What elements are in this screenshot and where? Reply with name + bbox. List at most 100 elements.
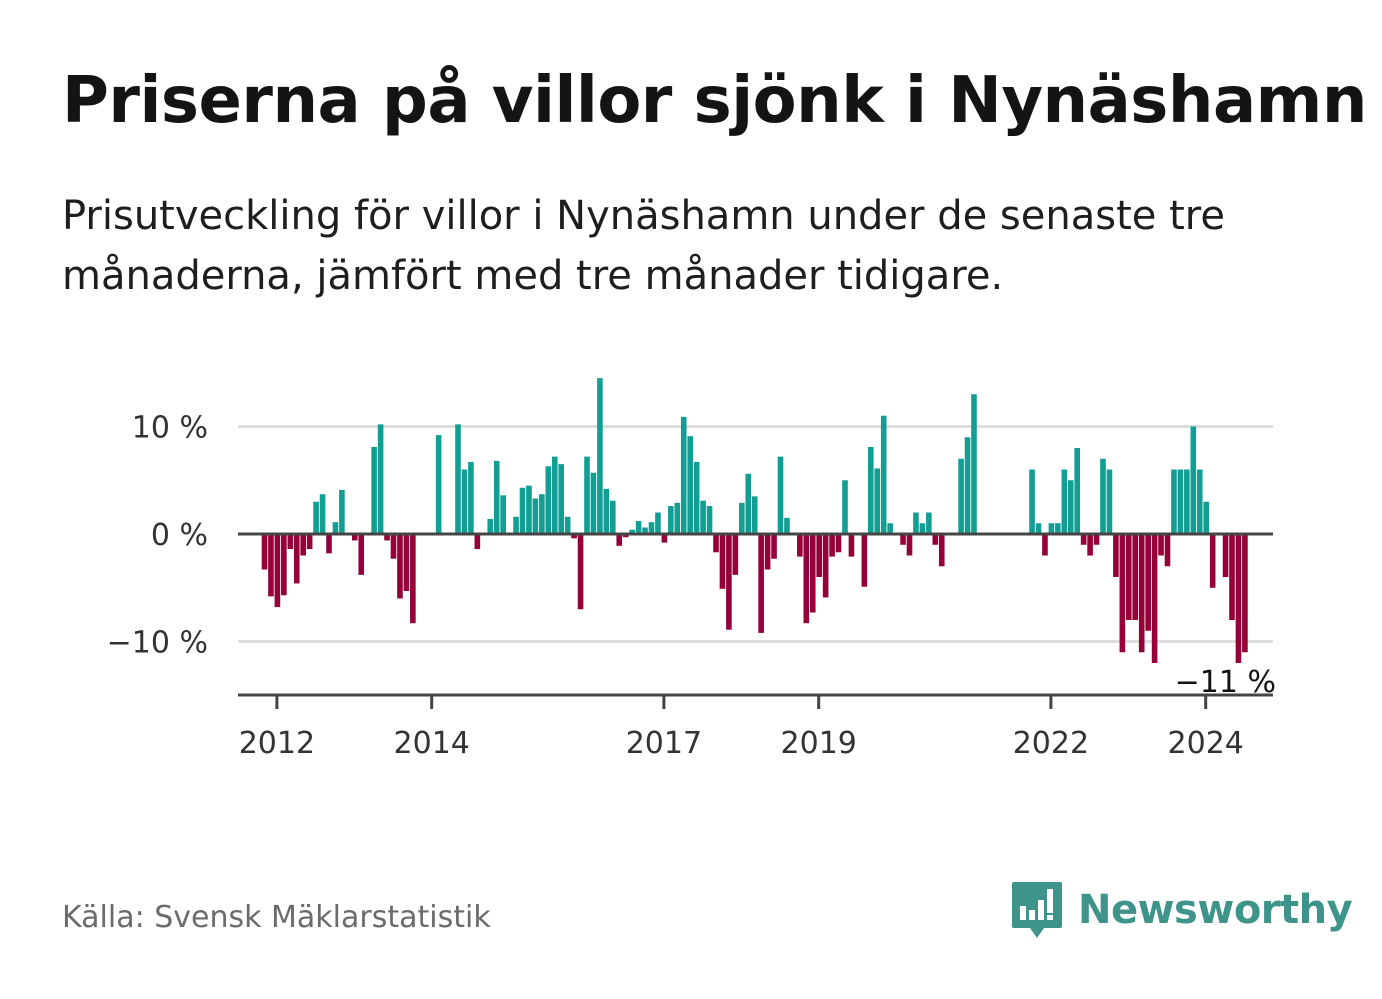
bar <box>1048 523 1055 534</box>
y-tick-label: 0 % <box>151 518 208 553</box>
bar <box>1209 534 1216 588</box>
bar <box>1087 534 1093 556</box>
bar <box>971 394 977 534</box>
bar <box>610 500 616 535</box>
bar <box>1080 534 1087 545</box>
bar <box>571 534 577 539</box>
bar <box>1196 469 1203 534</box>
bar <box>1100 458 1106 534</box>
bar <box>564 516 571 534</box>
bar <box>958 458 964 534</box>
bar <box>1067 480 1074 534</box>
bar <box>1055 523 1061 534</box>
bar <box>1132 534 1139 620</box>
bar <box>371 446 377 535</box>
bar <box>377 424 384 534</box>
bar <box>680 416 687 534</box>
bar <box>687 436 693 535</box>
bar <box>1158 534 1164 556</box>
bar <box>1190 426 1197 534</box>
bar <box>758 534 764 633</box>
bar <box>313 501 319 534</box>
bar <box>1113 534 1119 577</box>
bar <box>403 534 410 591</box>
bar <box>455 424 461 534</box>
bar <box>1235 534 1242 663</box>
y-tick-label: −10 % <box>107 626 208 661</box>
bar <box>906 534 913 556</box>
bar <box>532 498 539 534</box>
bar <box>358 534 365 575</box>
bar <box>1151 534 1158 663</box>
bar <box>868 446 874 535</box>
bar <box>261 534 268 570</box>
x-tick-label: 2014 <box>394 726 470 761</box>
bar <box>751 496 758 535</box>
axes <box>238 532 1273 709</box>
bar <box>1222 534 1229 577</box>
bar <box>332 522 339 534</box>
source-note: Källa: Svensk Mäklarstatistik <box>62 900 491 935</box>
bar <box>326 534 332 554</box>
bar <box>655 512 661 534</box>
bar <box>519 487 526 534</box>
bar <box>1242 534 1248 653</box>
bar <box>745 473 752 534</box>
bar <box>493 460 500 534</box>
bar <box>1145 534 1151 631</box>
tick-labels: 10 % 0 % −10 % 2012 2014 2017 2019 2022 2024 −11 … <box>107 411 1276 762</box>
bar <box>435 435 442 534</box>
bar <box>764 534 771 570</box>
bar <box>1093 534 1100 545</box>
bar <box>558 464 564 535</box>
bar <box>1203 501 1209 534</box>
y-tick-label: 10 % <box>132 411 208 446</box>
bar <box>919 523 926 534</box>
bar <box>822 534 829 598</box>
bar <box>590 472 597 534</box>
bar <box>603 488 610 534</box>
bar <box>352 534 358 541</box>
bar <box>900 534 906 545</box>
bar <box>268 534 274 597</box>
bar <box>829 534 835 557</box>
bar <box>809 534 816 613</box>
bar <box>713 534 719 553</box>
last-value-label: −11 % <box>1175 665 1276 700</box>
bar <box>648 522 655 534</box>
bar <box>306 534 313 550</box>
bar <box>539 494 545 534</box>
bar <box>274 534 281 608</box>
bar <box>938 534 945 567</box>
bar <box>861 534 868 587</box>
x-tick-label: 2022 <box>1013 726 1089 761</box>
x-tick-label: 2017 <box>626 726 702 761</box>
brand-name: Newsworthy <box>1078 887 1353 933</box>
bar <box>300 534 306 556</box>
x-tick-label: 2019 <box>781 726 857 761</box>
gridlines <box>238 425 1273 643</box>
bar <box>287 534 294 550</box>
bar <box>932 534 939 545</box>
bar <box>674 502 681 534</box>
bar <box>771 534 777 559</box>
bar <box>1171 469 1177 534</box>
bar <box>1061 469 1068 534</box>
bar <box>842 480 848 534</box>
bar <box>1164 534 1171 567</box>
bar <box>706 506 713 534</box>
bar <box>1042 534 1048 556</box>
bar <box>803 534 810 624</box>
bar <box>739 502 745 534</box>
bar <box>964 437 971 534</box>
bar <box>1184 469 1190 534</box>
bar <box>635 521 642 534</box>
bar <box>551 456 558 534</box>
bar <box>410 534 416 624</box>
bar <box>616 534 623 546</box>
bar <box>319 494 326 534</box>
bar <box>732 534 739 575</box>
x-tick-label: 2024 <box>1168 726 1244 761</box>
bar <box>784 517 790 535</box>
bar <box>526 485 532 535</box>
